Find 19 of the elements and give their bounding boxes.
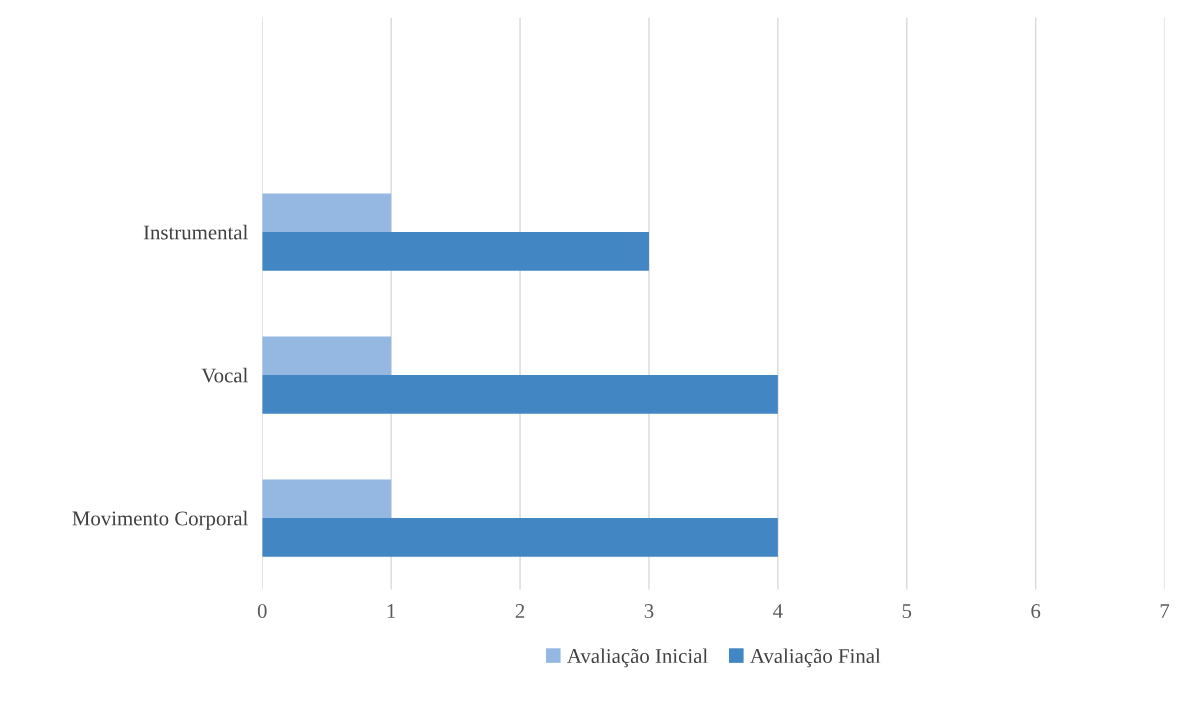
x-tick-label: 1 bbox=[387, 604, 396, 618]
bar bbox=[262, 336, 392, 376]
y-tick-label: Instrumental bbox=[143, 224, 248, 240]
x-tick-label: 2 bbox=[515, 604, 525, 618]
y-tick-label: Vocal bbox=[201, 367, 248, 383]
legend-label: Avaliação Final bbox=[750, 648, 881, 668]
x-tick-label: 0 bbox=[257, 604, 267, 619]
bar bbox=[262, 232, 649, 271]
bar bbox=[262, 375, 778, 414]
bar bbox=[262, 479, 392, 519]
x-tick-label: 3 bbox=[644, 604, 654, 619]
x-tick-label: 4 bbox=[773, 604, 783, 618]
bar bbox=[262, 518, 778, 557]
x-tick-label: 6 bbox=[1031, 604, 1041, 619]
bar bbox=[262, 193, 392, 233]
x-tick-label: 7 bbox=[1160, 604, 1170, 618]
y-tick-label: Movimento Corporal bbox=[72, 510, 248, 530]
x-tick-label: 5 bbox=[902, 604, 912, 619]
legend-label: Avaliação Inicial bbox=[567, 648, 708, 668]
